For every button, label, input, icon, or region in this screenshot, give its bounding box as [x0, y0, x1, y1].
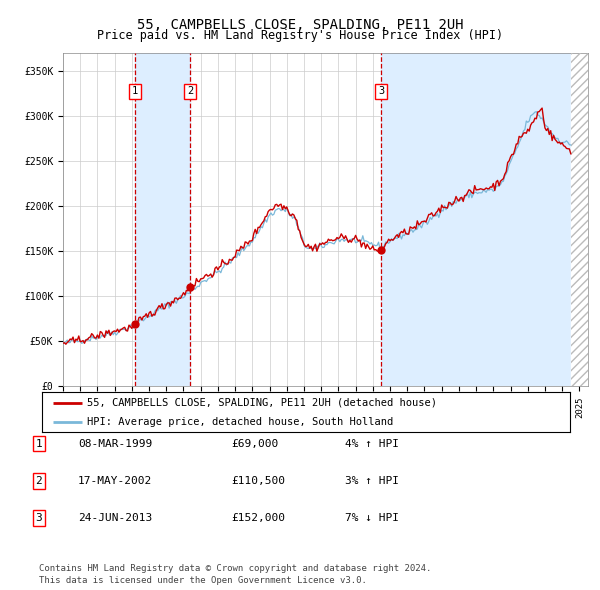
Text: 08-MAR-1999: 08-MAR-1999 [78, 439, 152, 448]
Bar [571, 53, 588, 386]
Text: Contains HM Land Registry data © Crown copyright and database right 2024.
This d: Contains HM Land Registry data © Crown c… [39, 565, 431, 585]
Text: 3: 3 [35, 513, 43, 523]
Text: £69,000: £69,000 [231, 439, 278, 448]
Text: 1: 1 [132, 87, 138, 96]
Text: £110,500: £110,500 [231, 476, 285, 486]
Bar [381, 53, 571, 386]
Text: 55, CAMPBELLS CLOSE, SPALDING, PE11 2UH: 55, CAMPBELLS CLOSE, SPALDING, PE11 2UH [137, 18, 463, 32]
Text: 1: 1 [35, 439, 43, 448]
Text: 2: 2 [187, 87, 193, 96]
Text: 3: 3 [378, 87, 384, 96]
Text: 4% ↑ HPI: 4% ↑ HPI [345, 439, 399, 448]
Text: 3% ↑ HPI: 3% ↑ HPI [345, 476, 399, 486]
Text: HPI: Average price, detached house, South Holland: HPI: Average price, detached house, Sout… [87, 417, 393, 427]
Text: 24-JUN-2013: 24-JUN-2013 [78, 513, 152, 523]
Text: 55, CAMPBELLS CLOSE, SPALDING, PE11 2UH (detached house): 55, CAMPBELLS CLOSE, SPALDING, PE11 2UH … [87, 398, 437, 408]
Text: Price paid vs. HM Land Registry's House Price Index (HPI): Price paid vs. HM Land Registry's House … [97, 30, 503, 42]
Text: 2: 2 [35, 476, 43, 486]
Bar [135, 53, 190, 386]
Text: 7% ↓ HPI: 7% ↓ HPI [345, 513, 399, 523]
Bar [571, 53, 588, 386]
Text: £152,000: £152,000 [231, 513, 285, 523]
Text: 17-MAY-2002: 17-MAY-2002 [78, 476, 152, 486]
